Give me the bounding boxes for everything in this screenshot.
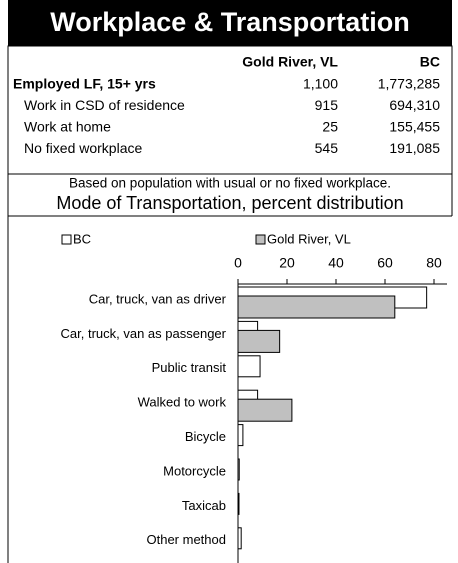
row-label: Work at home [24,119,111,135]
bar [237,295,396,319]
cell: 1,100 [303,76,338,92]
bar [237,527,242,550]
x-tick-label: 20 [279,255,295,271]
y-tick-label: Walked to work [138,395,227,410]
y-tick-label: Car, truck, van as driver [89,291,227,306]
cell: 191,085 [389,140,440,156]
bar [237,492,240,515]
y-tick-label: Taxicab [182,498,226,513]
bar [237,355,261,378]
legend-swatch [61,234,72,245]
y-tick-label: Public transit [152,360,227,375]
y-tick-label: Other method [147,532,227,547]
table-box [7,45,453,175]
cell: 915 [315,97,339,113]
legend-label: Gold River, VL [267,231,351,246]
column-header: BC [420,54,440,70]
y-tick-label: Motorcycle [163,463,226,478]
legend-swatch [255,234,266,245]
cell: 1,773,285 [378,76,440,92]
chart-title: Mode of Transportation, percent distribu… [56,193,403,213]
bar [237,424,244,447]
column-header: Gold River, VL [242,54,338,70]
cell: 694,310 [389,97,440,113]
row-label: Work in CSD of residence [24,97,185,113]
bar [237,329,281,353]
page-title: Workplace & Transportation [50,7,410,37]
row-label: Employed LF, 15+ yrs [13,76,156,92]
title-bar [8,0,452,46]
legend-label: BC [73,231,91,246]
x-tick-label: 80 [426,255,442,271]
y-tick-label: Bicycle [185,429,226,444]
row-label: No fixed workplace [24,140,142,156]
x-tick-label: 40 [328,255,344,271]
cell: 155,455 [389,119,440,135]
note: Based on population with usual or no fix… [69,176,391,191]
cell: 25 [322,119,338,135]
cell: 545 [315,140,339,156]
x-tick-label: 60 [377,255,393,271]
y-tick-label: Car, truck, van as passenger [61,326,227,341]
x-tick-label: 0 [234,255,242,271]
bar [237,398,293,422]
bar [237,458,240,481]
